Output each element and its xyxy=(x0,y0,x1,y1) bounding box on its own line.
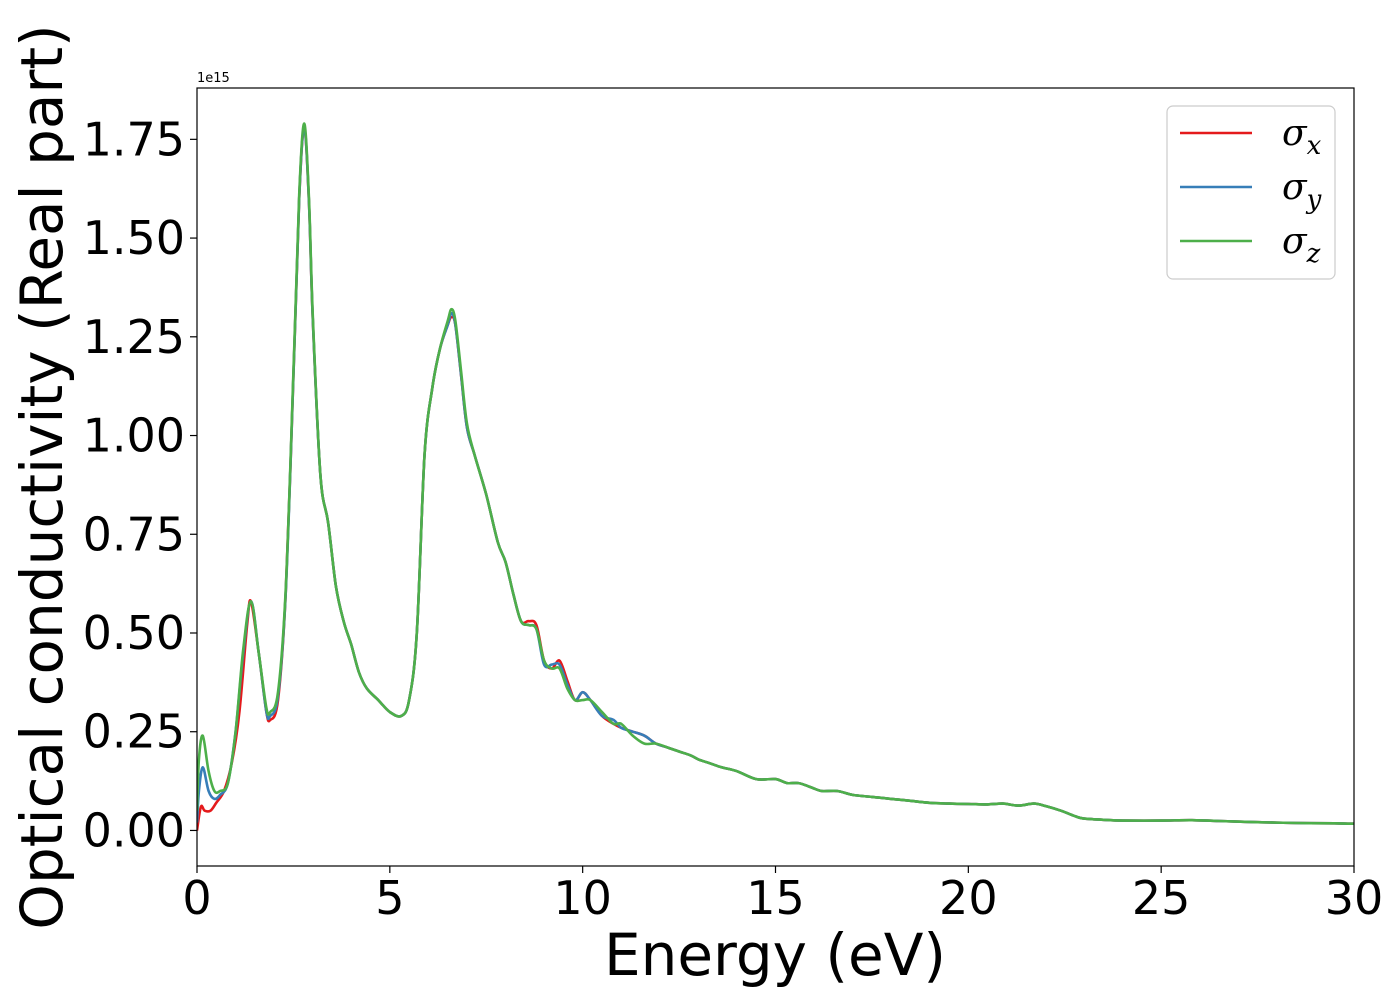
x-axis: 0 5 10 15 20 25 30 xyxy=(182,866,1383,925)
series-line-z xyxy=(197,122,1354,825)
y-tick-label: 1.00 xyxy=(83,409,185,463)
x-tick-label: 15 xyxy=(746,871,805,925)
x-tick-label: 25 xyxy=(1132,871,1191,925)
y-tick-label: 1.25 xyxy=(83,310,185,364)
y-tick-label: 0.25 xyxy=(83,705,185,759)
y-offset-label: 1e15 xyxy=(197,71,230,86)
y-tick-label: 1.50 xyxy=(83,211,185,265)
x-tick-label: 30 xyxy=(1325,871,1384,925)
y-tick-label: 1.75 xyxy=(83,112,185,166)
y-tick-label: 0.50 xyxy=(83,606,185,660)
y-tick-label: 0.00 xyxy=(83,803,185,857)
series-layer xyxy=(197,122,1354,831)
x-tick-label: 0 xyxy=(182,871,211,925)
y-axis: 0.00 0.25 0.50 0.75 1.00 1.25 1.50 1.75 xyxy=(83,112,197,857)
x-tick-label: 20 xyxy=(939,871,998,925)
x-tick-label: 10 xyxy=(553,871,612,925)
legend-box xyxy=(1166,105,1336,280)
x-tick-label: 5 xyxy=(375,871,404,925)
y-axis-title: Optical conductivity (Real part) xyxy=(8,24,76,929)
x-axis-title: Energy (eV) xyxy=(604,921,946,989)
y-tick-label: 0.75 xyxy=(83,507,185,561)
